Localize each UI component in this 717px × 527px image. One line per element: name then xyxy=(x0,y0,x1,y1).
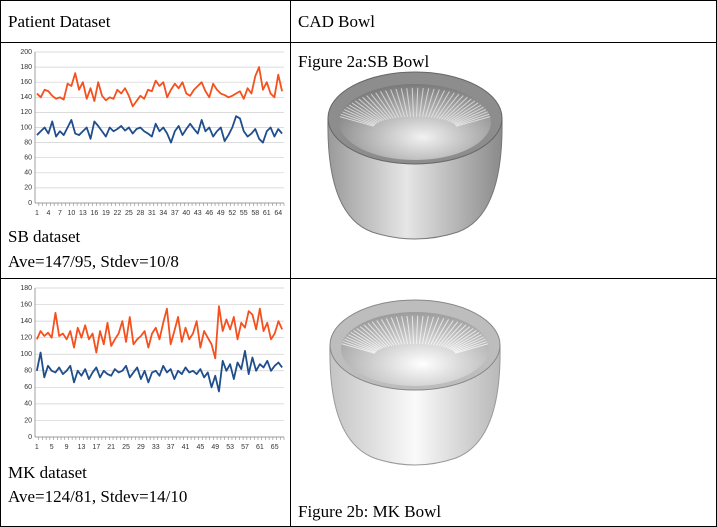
column-header: Patient Dataset xyxy=(8,12,111,31)
y-tick-label: 180 xyxy=(20,285,32,292)
y-tick-label: 120 xyxy=(20,109,32,116)
x-tick-label: 58 xyxy=(251,210,259,217)
x-tick-label: 25 xyxy=(122,444,130,451)
x-tick-label: 25 xyxy=(125,210,133,217)
x-tick-label: 16 xyxy=(90,210,98,217)
document: Patient Dataset CAD Bowl SB dataset Ave=… xyxy=(0,0,717,527)
x-tick-label: 46 xyxy=(205,210,213,217)
x-tick-label: 28 xyxy=(136,210,144,217)
x-tick-label: 45 xyxy=(196,444,204,451)
x-tick-label: 19 xyxy=(102,210,110,217)
x-tick-label: 5 xyxy=(50,444,54,451)
y-tick-label: 100 xyxy=(20,124,32,131)
x-tick-label: 13 xyxy=(79,210,87,217)
y-tick-label: 180 xyxy=(20,64,32,71)
x-tick-label: 7 xyxy=(58,210,62,217)
figure-caption: Figure 2b: MK Bowl xyxy=(298,502,441,521)
y-tick-label: 120 xyxy=(20,335,32,342)
y-tick-label: 160 xyxy=(20,301,32,308)
x-tick-label: 65 xyxy=(271,444,279,451)
x-tick-label: 52 xyxy=(228,210,236,217)
x-tick-label: 17 xyxy=(92,444,100,451)
y-tick-label: 40 xyxy=(24,170,32,177)
y-tick-label: 20 xyxy=(24,185,32,192)
y-tick-label: 60 xyxy=(24,155,32,162)
x-tick-label: 21 xyxy=(107,444,115,451)
bowl-mk xyxy=(330,300,500,465)
y-tick-label: 20 xyxy=(24,417,32,424)
dataset-stats: Ave=124/81, Stdev=14/10 xyxy=(8,487,187,506)
x-tick-label: 4 xyxy=(46,210,50,217)
x-tick-label: 61 xyxy=(256,444,264,451)
x-tick-label: 43 xyxy=(194,210,202,217)
y-tick-label: 160 xyxy=(20,79,32,86)
x-tick-label: 37 xyxy=(171,210,179,217)
series-line xyxy=(37,351,282,392)
x-tick-label: 37 xyxy=(167,444,175,451)
x-tick-label: 49 xyxy=(211,444,219,451)
dataset-name: MK dataset xyxy=(8,463,87,482)
bowl-inner xyxy=(341,312,489,386)
figure-caption: Figure 2a:SB Bowl xyxy=(298,52,430,71)
x-tick-label: 61 xyxy=(263,210,271,217)
x-tick-label: 64 xyxy=(274,210,282,217)
y-tick-label: 80 xyxy=(24,368,32,375)
x-tick-label: 49 xyxy=(217,210,225,217)
x-tick-label: 41 xyxy=(182,444,190,451)
bowl-sb xyxy=(328,72,502,239)
page: Patient Dataset CAD Bowl SB dataset Ave=… xyxy=(0,0,717,527)
y-tick-label: 0 xyxy=(28,200,32,207)
dataset-name: SB dataset xyxy=(8,227,81,246)
x-tick-label: 31 xyxy=(148,210,156,217)
dataset-stats: Ave=147/95, Stdev=10/8 xyxy=(8,252,179,271)
x-tick-label: 10 xyxy=(67,210,75,217)
series-line xyxy=(37,116,282,142)
x-tick-label: 9 xyxy=(65,444,69,451)
x-tick-label: 57 xyxy=(241,444,249,451)
x-tick-label: 29 xyxy=(137,444,145,451)
x-tick-label: 1 xyxy=(35,210,39,217)
y-tick-label: 140 xyxy=(20,94,32,101)
x-tick-label: 53 xyxy=(226,444,234,451)
y-tick-label: 0 xyxy=(28,434,32,441)
y-tick-label: 140 xyxy=(20,318,32,325)
y-tick-label: 40 xyxy=(24,401,32,408)
x-tick-label: 33 xyxy=(152,444,160,451)
series-line xyxy=(37,67,282,106)
x-tick-label: 22 xyxy=(113,210,121,217)
x-tick-label: 13 xyxy=(78,444,86,451)
y-tick-label: 200 xyxy=(20,49,32,56)
x-tick-label: 1 xyxy=(35,444,39,451)
y-tick-label: 80 xyxy=(24,139,32,146)
y-tick-label: 100 xyxy=(20,351,32,358)
column-header: CAD Bowl xyxy=(298,12,375,31)
x-tick-label: 40 xyxy=(182,210,190,217)
x-tick-label: 55 xyxy=(240,210,248,217)
y-tick-label: 60 xyxy=(24,384,32,391)
bowl-inner xyxy=(339,84,491,160)
x-tick-label: 34 xyxy=(159,210,167,217)
